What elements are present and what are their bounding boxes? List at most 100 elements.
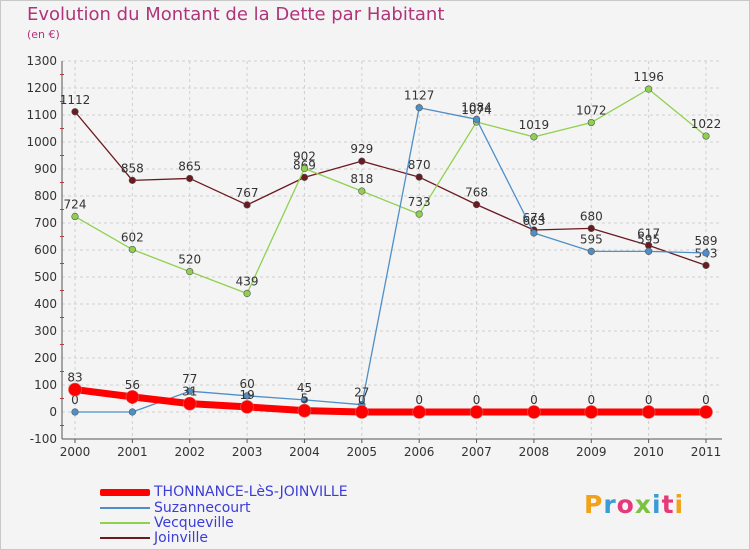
data-label: 0 (415, 393, 423, 407)
logo-letter: i (652, 490, 662, 519)
data-label: 5 (301, 392, 309, 406)
data-point (68, 382, 82, 397)
data-point (412, 405, 426, 419)
data-label: 602 (121, 230, 144, 244)
chart-unit: (en €) (27, 28, 60, 41)
data-point (128, 408, 136, 416)
data-label: 929 (350, 142, 373, 156)
data-point (584, 405, 599, 419)
data-label: 27 (354, 386, 369, 400)
data-point (186, 268, 194, 276)
legend-swatch (100, 522, 150, 524)
data-label: 0 (645, 393, 653, 407)
data-point (358, 157, 366, 165)
data-point (186, 174, 194, 183)
logo-letter: x (634, 490, 652, 519)
data-label: 45 (297, 381, 312, 395)
data-label: 0 (702, 393, 710, 407)
data-label: 1127 (404, 89, 435, 103)
data-point (128, 245, 136, 254)
data-label: 902 (293, 149, 316, 163)
data-label: 1196 (633, 70, 664, 84)
data-label: 865 (178, 159, 201, 173)
data-point (699, 405, 713, 419)
data-label: 31 (182, 385, 197, 399)
logo-letter: P (584, 490, 604, 519)
x-tick-label: 2011 (691, 445, 722, 459)
y-tick-label: 400 (34, 297, 57, 311)
data-point (300, 396, 309, 404)
data-label: 1074 (461, 103, 492, 117)
data-point (300, 173, 309, 181)
logo-letter: i (674, 490, 685, 519)
proxiti-logo: Proxiti (584, 490, 684, 519)
x-tick-label: 2010 (633, 445, 664, 459)
logo-letter: r (603, 490, 617, 519)
data-label: 1112 (60, 93, 91, 107)
data-label: 19 (239, 388, 254, 402)
data-label: 83 (67, 371, 82, 385)
data-point (71, 108, 79, 116)
data-point (472, 201, 481, 209)
data-point (587, 247, 595, 255)
data-label: 56 (125, 378, 140, 392)
data-label: 680 (580, 209, 603, 223)
data-point (702, 261, 710, 269)
y-tick-label: 1100 (26, 108, 57, 122)
data-label: 767 (236, 186, 259, 200)
data-label: 595 (637, 232, 660, 246)
data-point (243, 289, 251, 298)
data-point (355, 405, 369, 419)
data-point (182, 396, 197, 411)
x-tick-label: 2009 (576, 445, 607, 459)
y-tick-label: 600 (34, 243, 57, 257)
x-tick-label: 2008 (519, 445, 550, 459)
x-tick-label: 2007 (461, 445, 492, 459)
data-label: 0 (530, 393, 538, 407)
data-point (300, 164, 309, 173)
data-label: 1019 (519, 118, 550, 132)
data-label: 595 (580, 232, 603, 246)
legend-swatch (100, 537, 150, 539)
data-label: 733 (408, 195, 431, 209)
data-label: 818 (350, 172, 373, 186)
data-label: 663 (522, 214, 545, 228)
chart-title: Evolution du Montant de la Dette par Hab… (27, 4, 445, 25)
data-label: 617 (637, 226, 660, 240)
data-label: 0 (71, 393, 79, 407)
series-line (74, 88, 707, 295)
y-tick-label: 900 (34, 162, 57, 176)
x-tick-label: 2005 (347, 445, 378, 459)
y-tick-label: 1300 (26, 54, 57, 68)
data-point (527, 405, 541, 419)
y-tick-label: 300 (34, 324, 57, 338)
x-tick-label: 2001 (117, 445, 148, 459)
data-label: 77 (182, 372, 197, 386)
data-point (645, 85, 653, 93)
data-label: 0 (587, 393, 595, 407)
data-point (71, 212, 79, 221)
legend-label: THONNANCE-LèS-JOINVILLE (154, 484, 348, 500)
data-point (240, 400, 254, 414)
data-point (415, 104, 423, 112)
data-point (125, 390, 140, 404)
data-point (358, 187, 366, 195)
y-tick-label: 200 (34, 351, 57, 365)
y-tick-label: 1200 (26, 81, 57, 95)
legend-label: Joinville (154, 530, 209, 546)
data-point (530, 229, 538, 237)
data-point (71, 408, 79, 416)
y-tick-label: 1000 (26, 135, 57, 149)
data-label: 60 (239, 377, 254, 391)
data-point (469, 405, 484, 419)
data-label: 589 (695, 234, 718, 248)
data-label: 1022 (691, 117, 722, 131)
y-tick-label: 800 (34, 189, 57, 203)
data-label: 520 (178, 253, 201, 267)
y-tick-label: 500 (34, 270, 57, 284)
data-label: 870 (408, 158, 431, 172)
line-chart: -100010020030040050060070080090010001100… (26, 54, 722, 459)
data-point (128, 176, 136, 184)
x-tick-label: 2003 (232, 445, 263, 459)
data-point (297, 403, 312, 418)
